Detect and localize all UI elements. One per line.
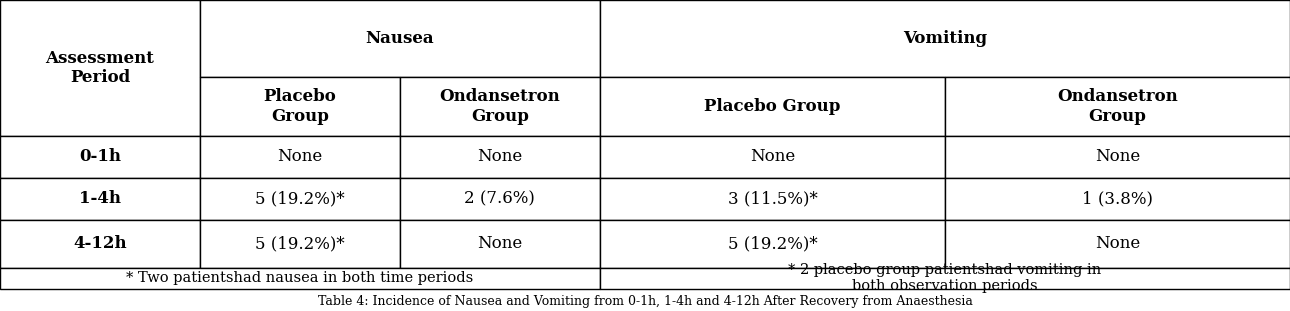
- Bar: [600, 220, 944, 267]
- Bar: [0, 267, 600, 289]
- Bar: [200, 77, 400, 136]
- Text: 5 (19.2%)*: 5 (19.2%)*: [255, 235, 344, 252]
- Text: Placebo Group: Placebo Group: [704, 98, 841, 115]
- Bar: [400, 178, 600, 220]
- Text: None: None: [477, 235, 522, 252]
- Text: None: None: [749, 148, 795, 165]
- Text: 0-1h: 0-1h: [79, 148, 121, 165]
- Text: Placebo
Group: Placebo Group: [263, 88, 337, 125]
- Bar: [200, 178, 400, 220]
- Bar: [400, 136, 600, 178]
- Bar: [600, 136, 944, 178]
- Text: 4-12h: 4-12h: [74, 235, 126, 252]
- Text: None: None: [277, 148, 322, 165]
- Bar: [400, 220, 600, 267]
- Text: Nausea: Nausea: [365, 30, 435, 47]
- Text: Ondansetron
Group: Ondansetron Group: [1057, 88, 1178, 125]
- Text: 2 (7.6%): 2 (7.6%): [464, 190, 535, 207]
- Bar: [400, 77, 600, 136]
- Text: * 2 placebo group patientshad vomiting in
both observation periods: * 2 placebo group patientshad vomiting i…: [788, 263, 1102, 294]
- Text: Vomiting: Vomiting: [903, 30, 987, 47]
- Text: 5 (19.2%)*: 5 (19.2%)*: [728, 235, 817, 252]
- Text: 1-4h: 1-4h: [79, 190, 121, 207]
- Bar: [944, 136, 1290, 178]
- Bar: [0, 220, 200, 267]
- Bar: [944, 77, 1290, 136]
- Bar: [0, 178, 200, 220]
- Text: Ondansetron
Group: Ondansetron Group: [440, 88, 560, 125]
- Bar: [600, 0, 1290, 77]
- Text: None: None: [1095, 235, 1140, 252]
- Bar: [600, 267, 1290, 289]
- Text: 1 (3.8%): 1 (3.8%): [1082, 190, 1153, 207]
- Text: * Two patientshad nausea in both time periods: * Two patientshad nausea in both time pe…: [126, 272, 473, 285]
- Text: None: None: [1095, 148, 1140, 165]
- Bar: [200, 0, 600, 77]
- Bar: [0, 136, 200, 178]
- Text: Assessment
Period: Assessment Period: [45, 50, 155, 86]
- Text: None: None: [477, 148, 522, 165]
- Text: Table 4: Incidence of Nausea and Vomiting from 0-1h, 1-4h and 4-12h After Recove: Table 4: Incidence of Nausea and Vomitin…: [317, 295, 973, 308]
- Bar: [200, 220, 400, 267]
- Bar: [944, 220, 1290, 267]
- Text: 5 (19.2%)*: 5 (19.2%)*: [255, 190, 344, 207]
- Text: 3 (11.5%)*: 3 (11.5%)*: [728, 190, 818, 207]
- Bar: [0, 0, 200, 136]
- Bar: [600, 77, 944, 136]
- Bar: [944, 178, 1290, 220]
- Bar: [600, 178, 944, 220]
- Bar: [200, 136, 400, 178]
